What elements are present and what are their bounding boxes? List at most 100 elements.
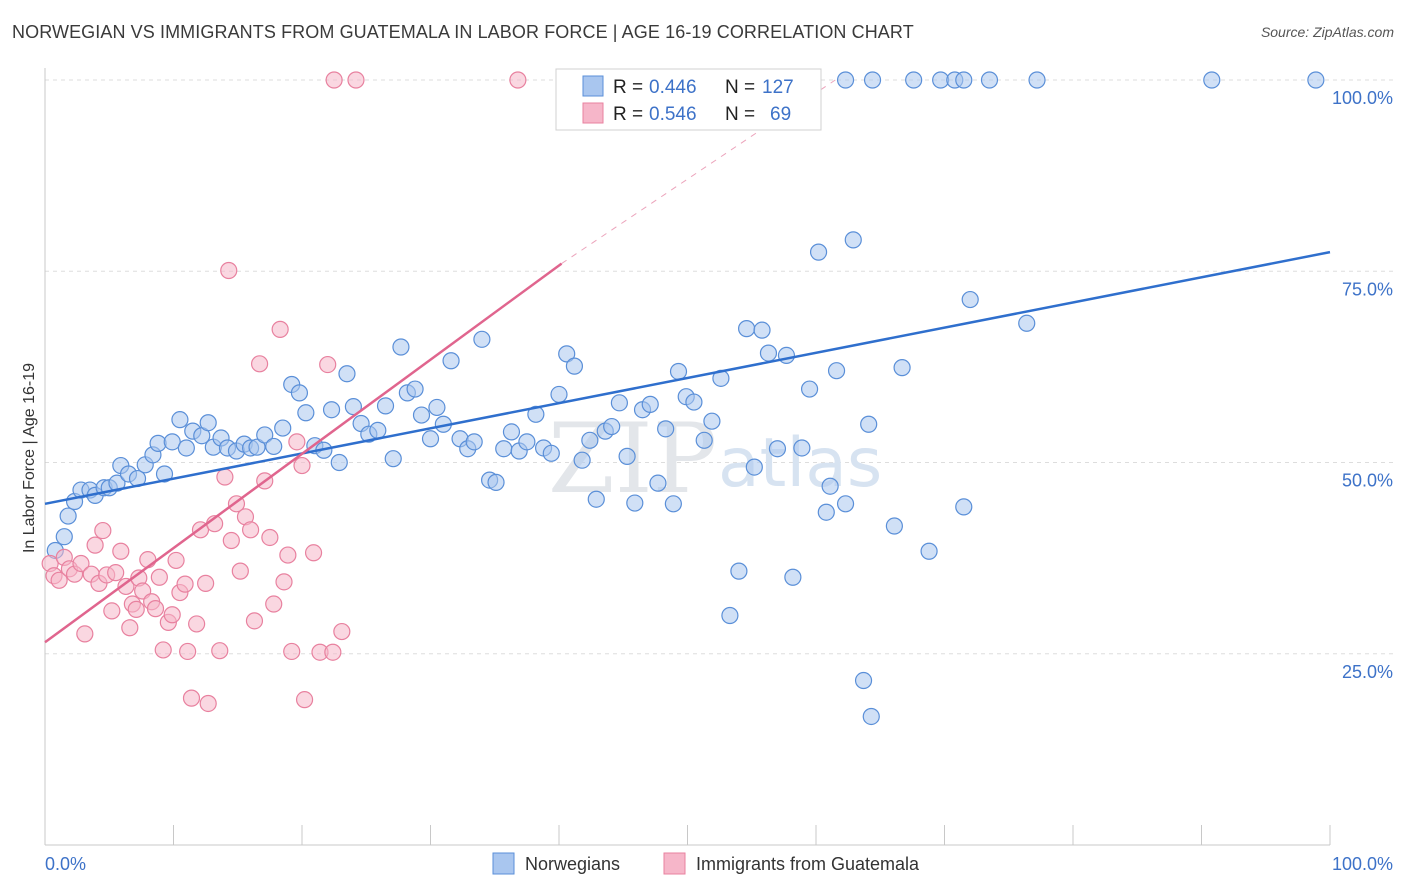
norwegians-point (649, 474, 667, 492)
norwegians-point (664, 495, 682, 513)
guatemala-point (283, 642, 301, 661)
norwegians-point (248, 438, 266, 456)
norwegians-point (406, 380, 424, 398)
norwegians-point (338, 365, 356, 383)
norwegians-point (473, 330, 491, 348)
norwegians-point (738, 320, 756, 338)
guatemala-point (86, 536, 104, 554)
guatemala-point (150, 568, 168, 586)
y-tick-label: 25.0% (1342, 662, 1393, 682)
stats-r-value-blue: 0.446 (649, 77, 697, 98)
guatemala-point (179, 642, 197, 661)
norwegians-point (392, 338, 410, 356)
norwegians-point (542, 444, 560, 462)
norwegians-point (905, 71, 923, 89)
stats-n-label-blue: N = (725, 77, 755, 98)
legend-swatch-norwegians (492, 852, 515, 875)
guatemala-point (107, 564, 125, 582)
norwegians-point (759, 344, 778, 362)
trend-lines (44, 79, 1331, 644)
stats-r-value-pink: 0.546 (649, 104, 697, 125)
y-tick-labels: 25.0% 50.0% 75.0% 100.0% (1332, 88, 1393, 682)
norwegians-point (626, 494, 644, 512)
norwegians-point (603, 417, 621, 436)
guatemala-point (112, 542, 130, 560)
guatemala-point (72, 554, 90, 573)
norwegians-point (256, 426, 274, 444)
norwegians-point (836, 71, 855, 89)
norwegians-point (1028, 71, 1046, 89)
norwegians-point (827, 362, 846, 380)
norwegians-point (502, 423, 521, 441)
guatemala-point (216, 468, 234, 486)
guatemala-point (288, 433, 306, 451)
guatemala-point (182, 689, 201, 707)
guatemala-point (199, 694, 217, 713)
norwegians-point (487, 473, 505, 491)
stats-swatch-blue (582, 75, 604, 97)
norwegians-point (587, 490, 605, 508)
norwegians-point (265, 437, 283, 456)
norwegians-point (955, 498, 973, 516)
guatemala-point (103, 602, 121, 620)
guatemala-point (250, 355, 269, 373)
norwegians-point (777, 346, 796, 364)
norwegians-point (290, 384, 309, 402)
norwegians-point (442, 352, 460, 370)
guatemala-point (50, 571, 68, 589)
guatemala-point (245, 612, 264, 630)
stats-box: R = 0.446 N = 127 R = 0.546 N = 69 (555, 68, 822, 131)
norwegians-point (581, 431, 599, 449)
guatemala-point (188, 615, 206, 633)
norwegians-point (753, 321, 771, 339)
norwegians-point (274, 419, 292, 437)
guatemala-point (324, 643, 342, 661)
guatemala-point (304, 544, 323, 562)
guatemala-point (167, 551, 185, 570)
stats-n-label-pink: N = (725, 104, 755, 125)
guatemala-point (197, 574, 215, 592)
norwegians-point (1018, 314, 1036, 332)
stats-r-label-blue: R = (613, 77, 643, 98)
stats-n-value-blue: 127 (762, 77, 794, 98)
guatemala-point (333, 622, 351, 641)
guatemala-point (154, 641, 172, 659)
norwegians-point (695, 431, 713, 449)
norwegians-point (495, 440, 513, 458)
guatemala-point (176, 575, 194, 593)
norwegians-points (46, 71, 1325, 726)
norwegians-point (730, 562, 748, 580)
norwegians-point (800, 380, 819, 398)
norwegians-point (550, 385, 568, 404)
norwegians-point (558, 345, 576, 363)
norwegians-point (330, 453, 348, 472)
norwegians-point (199, 414, 217, 432)
guatemala-point (146, 600, 165, 618)
norwegians-point (369, 421, 387, 439)
guatemala-point (509, 71, 527, 89)
guatemala-point (121, 619, 139, 637)
norwegians-point (59, 507, 77, 525)
legend-label-guatemala: Immigrants from Guatemala (696, 854, 920, 874)
guatemala-point (127, 600, 145, 618)
norwegians-point (610, 394, 628, 412)
norwegians-point (862, 707, 880, 726)
norwegians-point (844, 231, 862, 249)
norwegians-point (893, 359, 911, 377)
x-tick-label-max: 100.0% (1332, 854, 1393, 874)
norwegians-point (980, 71, 999, 89)
norwegians-point (322, 401, 341, 419)
norwegians-point (817, 503, 835, 521)
norwegians-point (768, 440, 787, 458)
norwegians-point (854, 671, 873, 690)
norwegians-point (149, 434, 167, 452)
guatemala-point (293, 456, 311, 475)
guatemala-point (271, 320, 289, 338)
x-ticks (44, 825, 1331, 845)
guatemala-point (94, 521, 112, 540)
guatemala-points (41, 71, 587, 713)
norwegians-point (961, 290, 979, 309)
norwegians-point (155, 465, 174, 483)
norwegians-point (793, 439, 811, 457)
